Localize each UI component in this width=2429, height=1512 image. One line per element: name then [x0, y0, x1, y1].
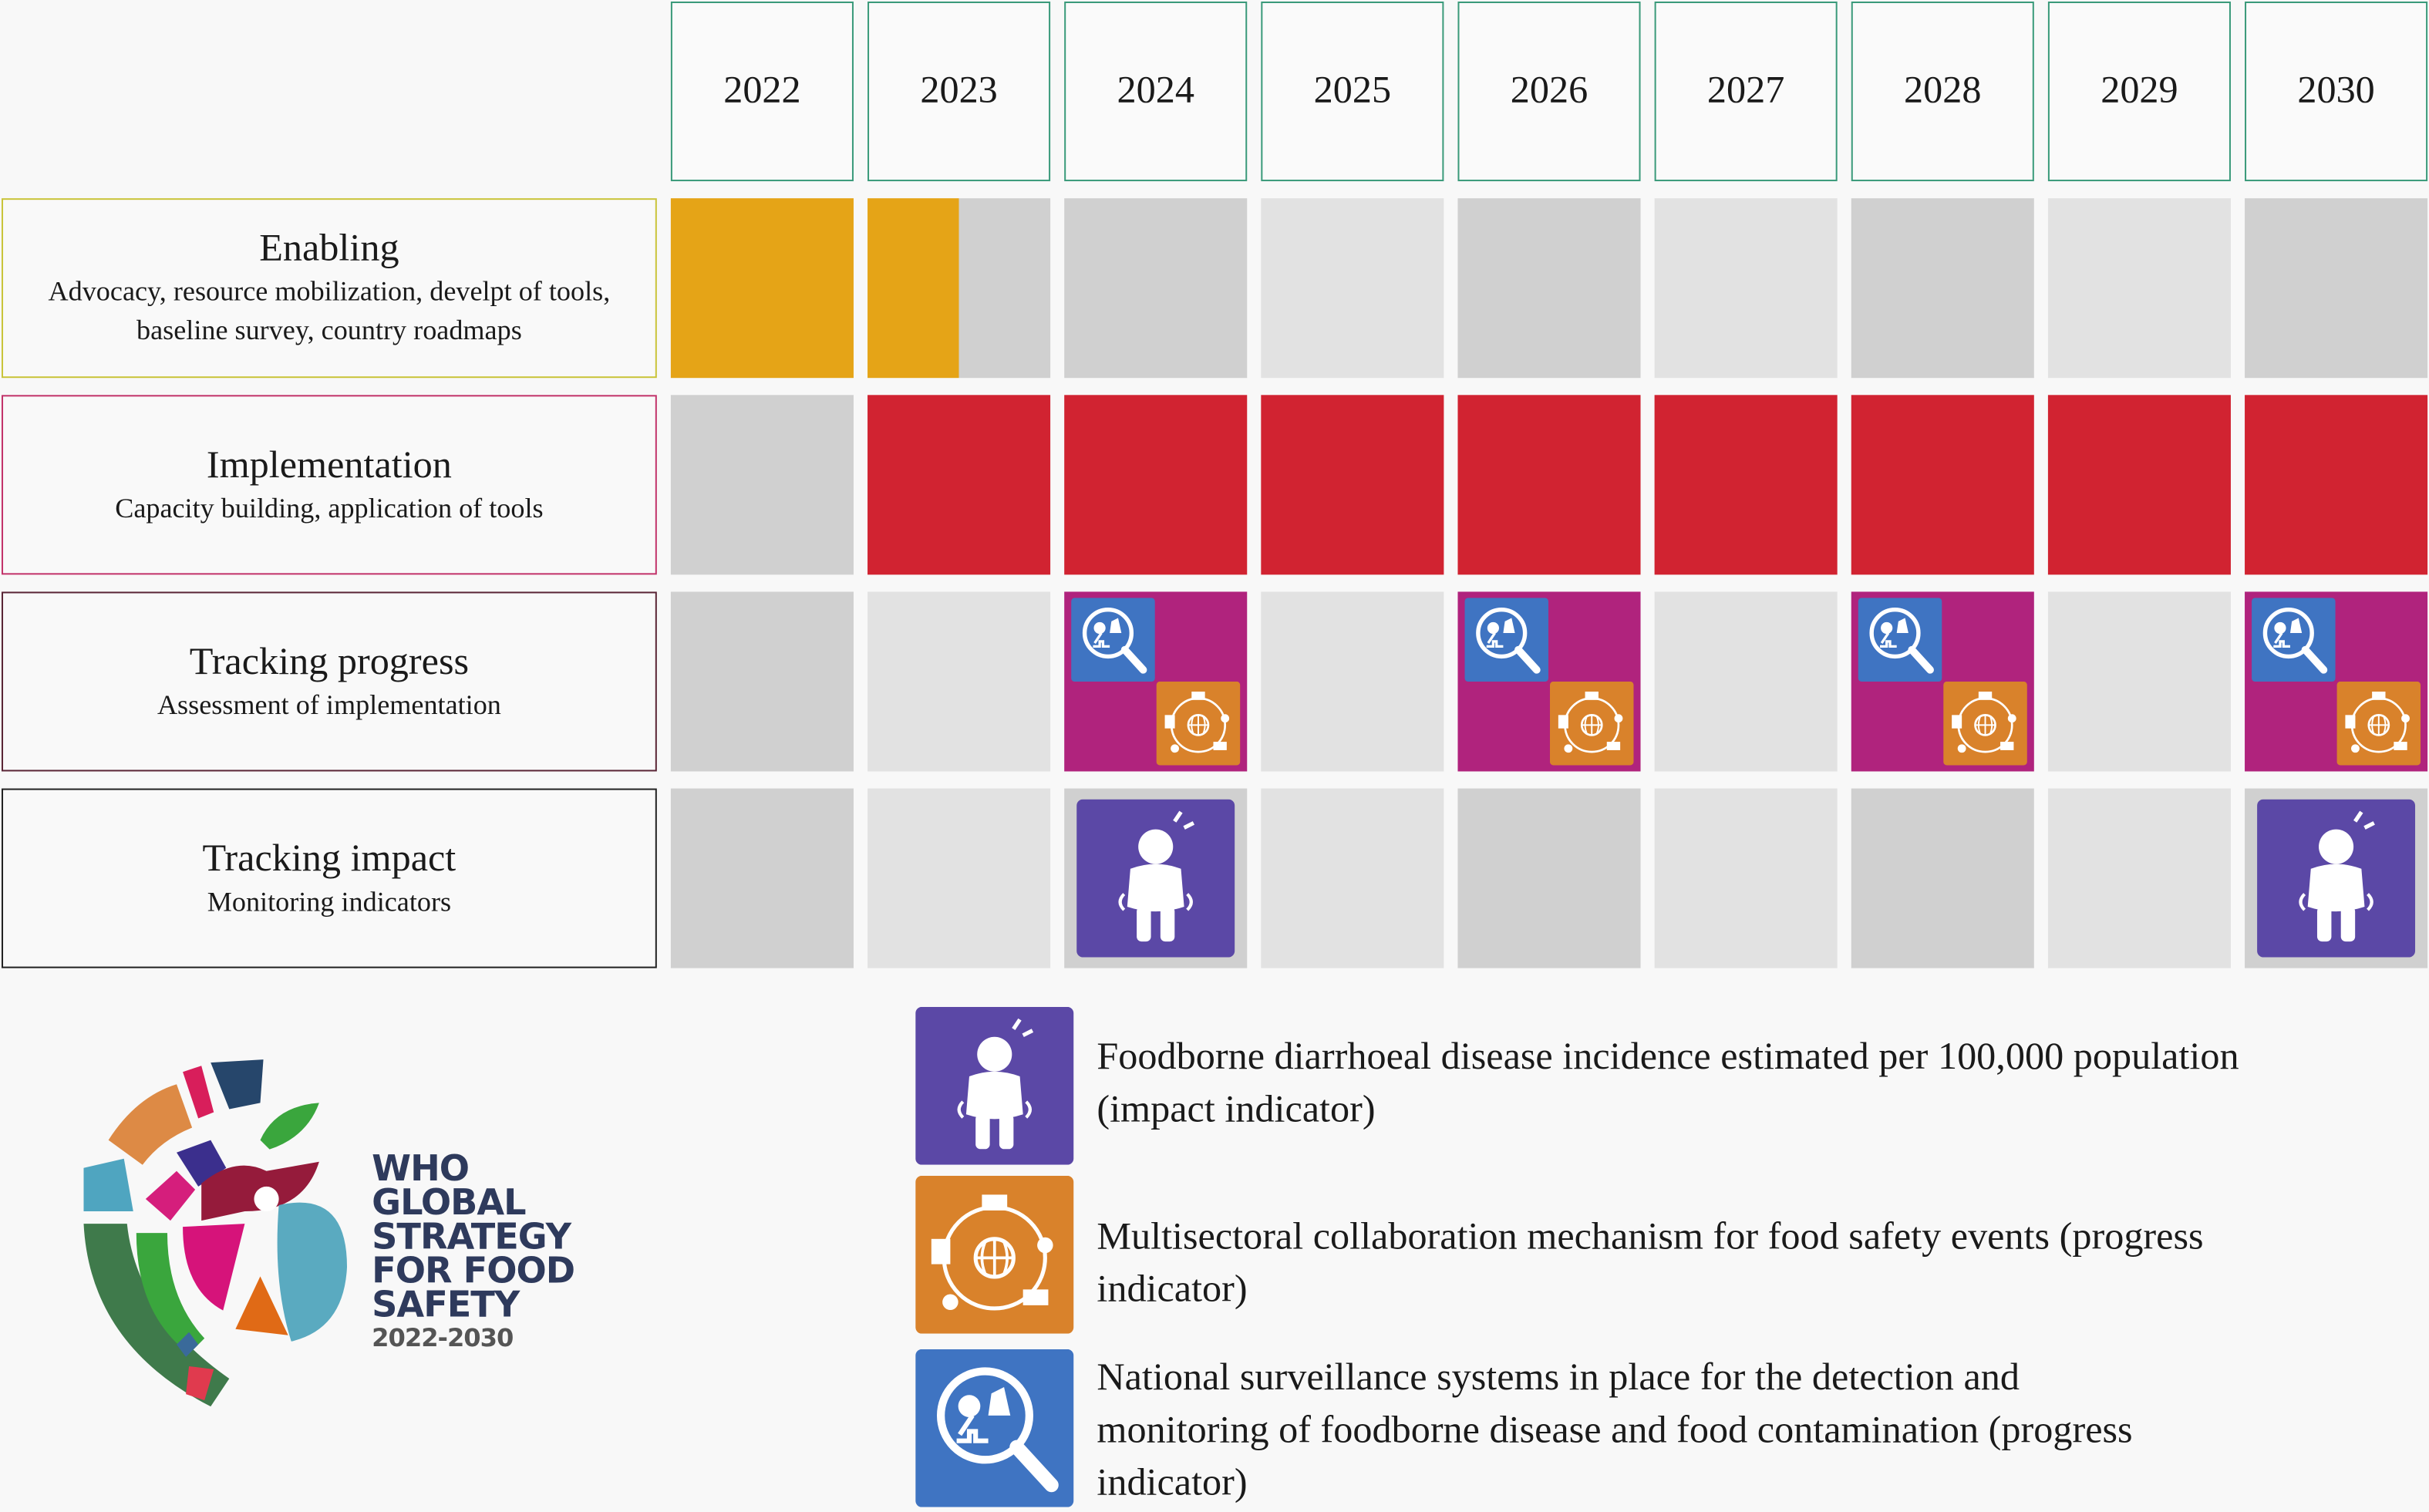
row-label-tracking-impact: Tracking impact Monitoring indicators — [2, 788, 657, 968]
cell-tracking-impact-2023 — [868, 788, 1051, 968]
who-logo: WHO GLOBAL STRATEGY FOR FOOD SAFETY 2022… — [74, 1050, 585, 1407]
surveillance-magnifier-icon — [1070, 598, 1155, 681]
cell-implementation-2024 — [1064, 395, 1248, 575]
cell-enabling-2030 — [2245, 198, 2428, 379]
surveillance-magnifier-icon — [2251, 598, 2336, 681]
cell-tracking-impact-2022 — [670, 788, 854, 968]
row-subtitle: Monitoring indicators — [207, 885, 452, 917]
year-header-2026: 2026 — [1457, 2, 1641, 182]
legend-collaboration-text: Multisectoral collaboration mechanism fo… — [1097, 1216, 2204, 1311]
cell-enabling-2022 — [670, 198, 854, 379]
row-title: Implementation — [206, 443, 452, 486]
cell-implementation-2022 — [670, 395, 854, 575]
cell-tracking-impact-2026 — [1457, 788, 1641, 968]
row-title: Enabling — [259, 227, 399, 270]
cell-tracking-progress-2026 — [1457, 591, 1641, 772]
year-header-2022: 2022 — [670, 2, 854, 182]
row-subtitle: Advocacy, resource mobilization, develpt… — [48, 275, 611, 346]
row-label-enabling: Enabling Advocacy, resource mobilization,… — [2, 198, 657, 379]
multisectoral-globe-icon — [914, 1176, 1075, 1334]
who-logo-emblem-icon — [83, 1059, 348, 1407]
cell-tracking-impact-2025 — [1261, 788, 1444, 968]
who-logo-wordmark: WHO GLOBAL STRATEGY FOR FOOD SAFETY 2022… — [372, 1149, 575, 1354]
logo-text: GLOBAL — [372, 1183, 526, 1224]
surveillance-magnifier-icon — [914, 1349, 1075, 1507]
cell-tracking-progress-2027 — [1654, 591, 1838, 772]
row-label-implementation: Implementation Capacity building, applica… — [2, 395, 657, 575]
cell-tracking-impact-2027 — [1654, 788, 1838, 968]
row-label-tracking-progress: Tracking progress Assessment of implement… — [2, 591, 657, 772]
legend-impact-text: Foodborne diarrhoeal disease incidence e… — [1097, 1036, 2239, 1131]
year-header-2030: 2030 — [2245, 2, 2428, 182]
cell-enabling-2027 — [1654, 198, 1838, 379]
cell-tracking-impact-2029 — [2047, 788, 2231, 968]
logo-text: SAFETY — [372, 1285, 520, 1326]
row-title: Tracking progress — [189, 640, 470, 682]
cell-implementation-2030 — [2245, 395, 2428, 575]
cell-implementation-2029 — [2047, 395, 2231, 575]
sick-person-icon — [1075, 800, 1236, 958]
multisectoral-globe-icon — [2336, 681, 2422, 766]
year-header-2028: 2028 — [1851, 2, 2034, 182]
cell-enabling-2025 — [1261, 198, 1444, 379]
sick-person-icon — [914, 1007, 1075, 1165]
multisectoral-globe-icon — [1155, 681, 1241, 766]
logo-text: STRATEGY — [372, 1217, 571, 1258]
cell-tracking-impact-2030 — [2245, 788, 2428, 968]
legend-surveillance-text: National surveillance systems in place f… — [1097, 1356, 2133, 1504]
cell-tracking-impact-2028 — [1851, 788, 2034, 968]
cell-implementation-2026 — [1457, 395, 1641, 575]
surveillance-magnifier-icon — [1858, 598, 1942, 681]
row-title: Tracking impact — [202, 837, 456, 880]
cell-tracking-progress-2025 — [1261, 591, 1444, 772]
cell-implementation-2028 — [1851, 395, 2034, 575]
cell-tracking-progress-2028 — [1851, 591, 2034, 772]
year-header-2029: 2029 — [2047, 2, 2231, 182]
cell-implementation-2025 — [1261, 395, 1444, 575]
row-subtitle: Capacity building, application of tools — [115, 491, 544, 524]
logo-text: FOR FOOD — [372, 1251, 575, 1292]
cell-tracking-progress-2030 — [2245, 591, 2428, 772]
cell-tracking-impact-2024 — [1064, 788, 1248, 968]
cell-enabling-2029 — [2047, 198, 2231, 379]
cell-tracking-progress-2023 — [868, 591, 1051, 772]
year-header-2025: 2025 — [1261, 2, 1444, 182]
cell-tracking-progress-2029 — [2047, 591, 2231, 772]
surveillance-magnifier-icon — [1464, 598, 1549, 681]
cell-implementation-2027 — [1654, 395, 1838, 575]
multisectoral-globe-icon — [1549, 681, 1635, 766]
multisectoral-globe-icon — [1942, 681, 2028, 766]
sick-person-icon — [2256, 800, 2417, 958]
cell-implementation-2023 — [868, 395, 1051, 575]
logo-years: 2022-2030 — [372, 1322, 514, 1352]
row-subtitle: Assessment of implementation — [157, 689, 501, 720]
cell-enabling-2028 — [1851, 198, 2034, 379]
cell-enabling-2023 — [868, 198, 1051, 379]
year-header-2024: 2024 — [1064, 2, 1248, 182]
cell-enabling-2024 — [1064, 198, 1248, 379]
cell-tracking-progress-2024 — [1064, 591, 1248, 772]
logo-text: WHO — [372, 1149, 470, 1190]
cell-enabling-2026 — [1457, 198, 1641, 379]
cell-tracking-progress-2022 — [670, 591, 854, 772]
year-header-2027: 2027 — [1654, 2, 1838, 182]
year-header-2023: 2023 — [868, 2, 1051, 182]
